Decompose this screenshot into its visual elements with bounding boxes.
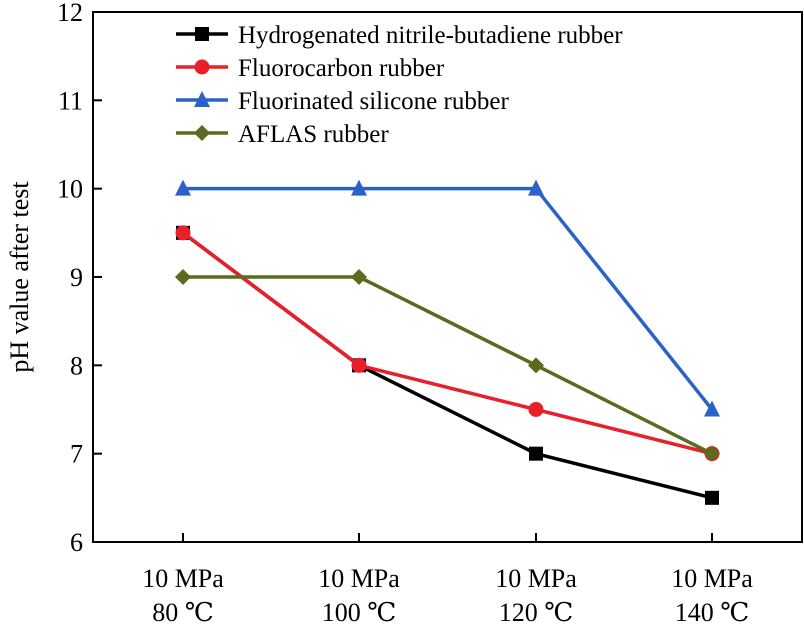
data-point — [351, 269, 367, 285]
y-tick-label: 12 — [57, 0, 83, 27]
y-tick-label: 6 — [70, 528, 83, 557]
x-tick-label-line2: 80 ℃ — [152, 598, 214, 627]
legend-marker — [195, 27, 209, 41]
y-tick-label: 7 — [70, 440, 83, 469]
y-tick-label: 10 — [57, 175, 83, 204]
series-line — [181, 231, 713, 500]
x-tick-label-line2: 140 ℃ — [675, 598, 750, 627]
legend: Hydrogenated nitrile-butadiene rubber Flu… — [176, 22, 623, 148]
legend-marker — [194, 91, 210, 107]
y-tick-label: 9 — [70, 263, 83, 292]
data-point — [528, 179, 544, 196]
y-tick-label: 8 — [70, 351, 83, 380]
series-line — [181, 231, 713, 456]
legend-entry: AFLAS rubber — [176, 121, 389, 148]
data-point — [175, 179, 191, 196]
x-tick-label-line1: 10 MPa — [142, 564, 224, 593]
y-axis-title: pH value after test — [5, 181, 34, 373]
series-2 — [175, 225, 720, 462]
data-point — [528, 402, 544, 417]
series-3 — [175, 179, 720, 417]
x-tick-label-line2: 100 ℃ — [322, 598, 397, 627]
data-point — [175, 269, 191, 285]
data-point — [705, 490, 719, 505]
legend-entry: Hydrogenated nitrile-butadiene rubber — [176, 22, 623, 49]
data-point — [529, 446, 543, 461]
series-1 — [176, 225, 719, 505]
series-4 — [175, 269, 720, 462]
legend-label: Hydrogenated nitrile-butadiene rubber — [238, 22, 623, 49]
series-layer — [175, 179, 720, 505]
legend-label: Fluorocarbon rubber — [238, 55, 445, 82]
data-point — [528, 357, 544, 374]
legend-marker — [194, 125, 210, 141]
series-line — [183, 186, 714, 411]
legend-label: Fluorinated silicone rubber — [238, 88, 509, 115]
data-point — [704, 400, 720, 417]
x-tick-label-line1: 10 MPa — [318, 564, 400, 593]
x-tick-label-line1: 10 MPa — [495, 564, 577, 593]
x-axis: 10 MPa 80 ℃ 10 MPa 100 ℃ 10 MPa 120 ℃ 10 MPa 14… — [142, 533, 753, 627]
x-tick-label-line2: 120 ℃ — [499, 598, 574, 627]
y-axis: 6 7 8 9 10 11 12 — [57, 0, 102, 557]
x-tick-label-line1: 10 MPa — [671, 564, 753, 593]
data-point — [351, 357, 367, 373]
legend-label: AFLAS rubber — [238, 121, 389, 148]
data-point — [351, 179, 367, 196]
legend-marker — [194, 59, 210, 75]
legend-entry: Fluorocarbon rubber — [176, 55, 445, 82]
data-point — [175, 225, 191, 241]
y-tick-label: 11 — [58, 86, 83, 115]
data-point — [704, 445, 720, 462]
series-line — [183, 275, 713, 456]
legend-entry: Fluorinated silicone rubber — [176, 88, 509, 115]
